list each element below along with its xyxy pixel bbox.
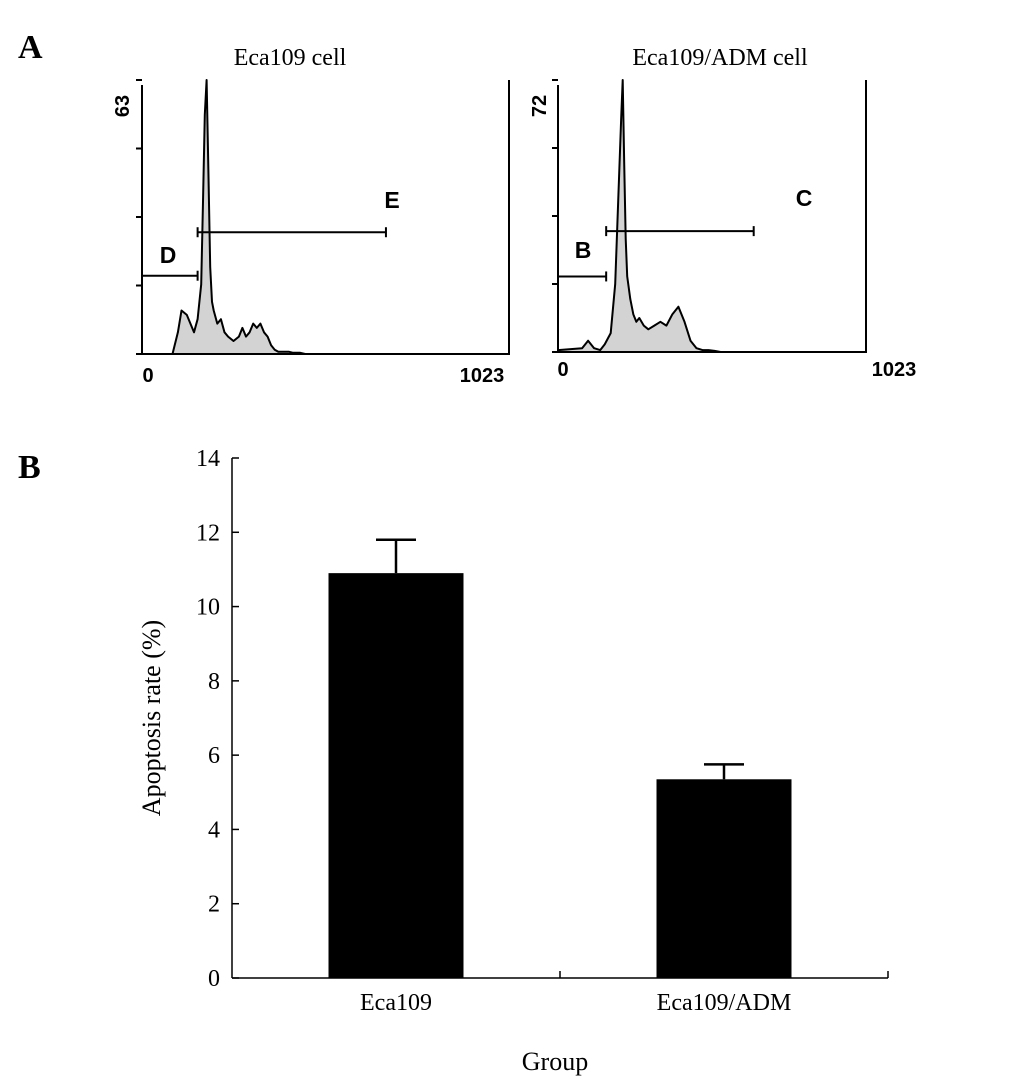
y-tick-label: 0 (208, 966, 220, 992)
gate-label-c: C (796, 185, 813, 211)
histogram-eca109: Eca109 cell DE 0 1023 63 (112, 45, 510, 387)
y-tick-max: 72 (529, 95, 551, 117)
x-tick-label: Eca109 (360, 990, 432, 1016)
y-axis-ticks (136, 79, 142, 355)
y-tick-label: 10 (196, 595, 220, 621)
histogram-title: Eca109/ADM cell (632, 45, 808, 71)
x-axis-label: Group (522, 1047, 588, 1076)
bar-chart-apoptosis: 0 2 4 6 8 10 12 14 Eca109 Eca109/ADM Apoptosis r… (137, 446, 889, 1076)
bar-eca109-adm (656, 779, 792, 978)
gate-label-d: D (160, 242, 177, 268)
y-tick-label: 12 (196, 520, 220, 546)
y-tick-label: 4 (208, 817, 220, 843)
x-tick-min: 0 (142, 365, 153, 387)
gate-label-b: B (575, 237, 592, 263)
histogram-frame (557, 80, 867, 353)
histogram-eca109-adm: Eca109/ADM cell BC 0 1023 72 (529, 45, 916, 381)
y-axis-ticks (552, 79, 558, 353)
panel-letter-b: B (18, 449, 41, 486)
histogram-title: Eca109 cell (234, 45, 347, 71)
x-tick-max: 1023 (460, 365, 505, 387)
bar-eca109 (328, 573, 464, 978)
histogram-fill (162, 79, 307, 355)
y-tick-max: 63 (112, 95, 134, 117)
y-axis-label: Apoptosis rate (%) (137, 620, 166, 816)
x-tick-min: 0 (557, 359, 568, 381)
y-tick-label: 14 (196, 446, 220, 472)
bar-series (328, 538, 792, 978)
gate-markers: BC (557, 185, 813, 282)
histogram-fill (557, 79, 722, 353)
x-tick-max: 1023 (872, 359, 917, 381)
gate-label-e: E (384, 187, 399, 213)
histogram-frame (141, 80, 510, 355)
x-tick-label: Eca109/ADM (657, 990, 792, 1016)
y-tick-label: 8 (208, 669, 220, 695)
y-tick-label: 6 (208, 743, 220, 769)
panel-letter-a: A (18, 29, 43, 66)
gate-markers: DE (141, 187, 400, 281)
x-axis-ticks: Eca109 Eca109/ADM (360, 971, 889, 1016)
y-axis-ticks: 0 2 4 6 8 10 12 14 (196, 446, 239, 992)
y-tick-label: 2 (208, 892, 220, 918)
